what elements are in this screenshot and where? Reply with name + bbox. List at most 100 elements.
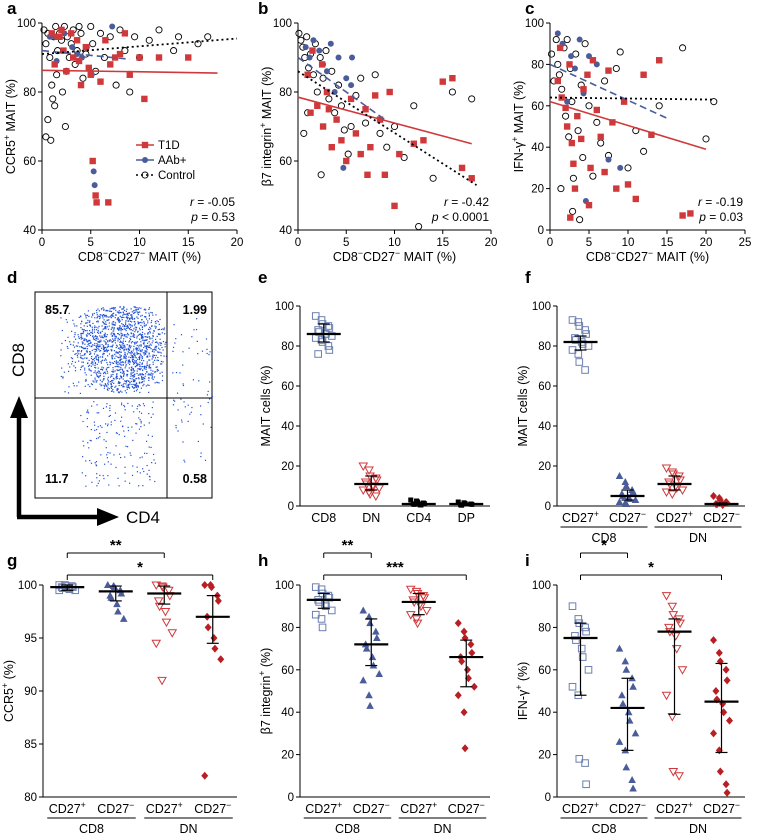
point-control: [116, 26, 124, 34]
flow-event: [98, 332, 100, 334]
flow-event: [80, 326, 82, 329]
panel-letter-c: c: [525, 0, 534, 18]
flow-dots: [60, 306, 214, 487]
flow-event: [148, 345, 150, 347]
flow-event: [180, 398, 182, 400]
point-t1d: [126, 71, 133, 78]
flow-event: [96, 321, 98, 323]
flow-event: [104, 323, 106, 325]
data-point: [157, 676, 167, 686]
flow-event: [72, 319, 74, 321]
flow-event: [72, 344, 74, 346]
y-tick-label: 100: [18, 580, 37, 592]
flow-event: [117, 357, 120, 359]
flow-event: [110, 424, 112, 426]
flow-event: [108, 388, 110, 390]
point-control: [612, 64, 620, 73]
flow-frame: [34, 291, 213, 499]
flow-event: [136, 337, 138, 339]
flow-event: [112, 315, 115, 317]
flow-event: [130, 380, 132, 383]
flow-event: [147, 364, 149, 367]
category-label: CD27+: [305, 800, 342, 816]
flow-event: [136, 309, 138, 311]
flow-event: [87, 362, 89, 364]
x-tick-label: 0: [39, 237, 45, 249]
flow-event: [113, 350, 116, 352]
flow-event: [117, 340, 119, 342]
flow-event: [122, 312, 124, 314]
flow-event: [106, 351, 108, 353]
point-control: [640, 147, 648, 155]
x-tick-label: 10: [133, 237, 146, 249]
flow-event: [127, 360, 130, 362]
flow-event: [105, 406, 108, 408]
flow-event: [103, 375, 105, 377]
flow-event: [122, 375, 125, 377]
flow-event: [129, 326, 132, 328]
data-point: [408, 497, 414, 503]
flow-event: [125, 310, 127, 312]
flow-event: [118, 338, 121, 341]
flow-event: [160, 363, 162, 365]
flow-event: [120, 364, 122, 366]
flow-event: [75, 345, 77, 347]
flow-event: [106, 367, 108, 369]
flow-event: [97, 348, 99, 350]
flow-event: [148, 312, 150, 314]
data-point: [715, 648, 723, 657]
flow-event: [107, 382, 109, 384]
flow-event: [92, 359, 94, 361]
flow-event: [111, 314, 113, 316]
flow-event: [125, 320, 127, 322]
flow-event: [142, 376, 144, 379]
point-t1d: [679, 212, 686, 219]
flow-event: [113, 308, 115, 310]
flow-event: [135, 308, 137, 310]
flow-event: [86, 325, 88, 327]
flow-event: [129, 482, 131, 484]
flow-event: [97, 308, 99, 310]
flow-event: [206, 348, 208, 350]
point-t1d: [93, 199, 100, 206]
flow-event: [103, 387, 105, 389]
flow-event: [94, 379, 96, 381]
data-point: [621, 478, 630, 485]
flow-event: [156, 345, 158, 348]
flow-event: [134, 343, 136, 345]
point-control: [468, 95, 476, 103]
flow-event: [151, 377, 153, 379]
flow-event: [121, 341, 123, 343]
flow-event: [144, 325, 146, 327]
flow-event: [154, 346, 156, 348]
point-control: [204, 33, 212, 41]
x-tick-label: 10: [622, 237, 635, 249]
flow-event: [132, 361, 134, 363]
flow-event: [79, 346, 81, 348]
flow-event: [205, 338, 208, 340]
flow-event: [85, 475, 87, 477]
flow-event: [120, 330, 122, 332]
flow-event: [141, 359, 143, 361]
point-t1d: [458, 164, 466, 172]
flow-event: [119, 341, 121, 344]
flow-event: [145, 339, 147, 341]
data-point: [411, 615, 422, 624]
y-axis-title: MAIT cells (%): [516, 365, 530, 446]
flow-event: [105, 342, 107, 344]
flow-event: [172, 350, 174, 352]
flow-event: [207, 401, 209, 404]
flow-event: [124, 380, 127, 382]
point-control: [46, 53, 54, 62]
flow-event: [122, 325, 124, 327]
flow-event: [106, 431, 108, 434]
flow-event: [80, 334, 82, 336]
flow-event: [99, 432, 101, 435]
flow-event: [84, 367, 86, 369]
flow-event: [141, 456, 143, 458]
flow-event: [97, 341, 99, 343]
point-t1d: [82, 43, 90, 51]
flow-event: [103, 377, 105, 380]
flow-event: [127, 314, 129, 316]
data-point: [160, 608, 171, 617]
